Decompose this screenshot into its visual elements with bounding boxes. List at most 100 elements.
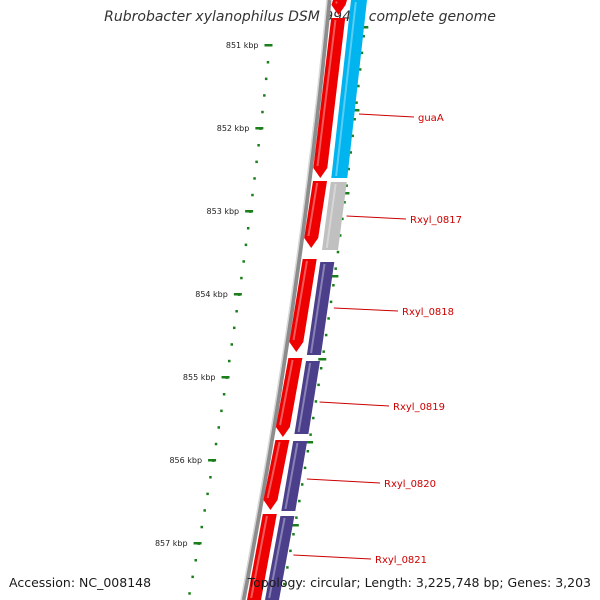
gene-label-leader	[306, 478, 381, 484]
forward-cds-block-shine	[279, 359, 294, 426]
forward-cds-block	[289, 259, 317, 352]
gene-label-leader	[319, 401, 390, 407]
kbp-tick-label: 857 kbp	[155, 539, 188, 548]
minor-tick-dot	[188, 592, 191, 595]
kbp-tick-mark	[193, 542, 202, 545]
minor-tick-dot	[317, 383, 320, 387]
minor-tick-dot	[345, 184, 348, 187]
minor-tick-dot	[263, 94, 266, 97]
kbp-tick-label: 853 kbp	[207, 207, 240, 216]
forward-cds-block-shine	[266, 441, 281, 499]
minor-tick-dot	[214, 442, 218, 446]
kbp-tick-mark	[221, 376, 230, 379]
minor-tick-dot	[334, 267, 337, 270]
minor-tick-dot	[362, 35, 365, 38]
minor-tick-dot	[349, 151, 352, 154]
kbp-tick-mark	[305, 441, 314, 444]
minor-tick-dot	[343, 201, 346, 204]
minor-tick-dot	[246, 227, 250, 230]
minor-tick-dot	[222, 393, 226, 396]
reverse-cds-block-shine	[284, 442, 299, 510]
gene-label-leader	[333, 307, 399, 312]
reverse-cds-block	[294, 361, 320, 434]
reverse-cds-block-shine	[268, 517, 286, 599]
gene-label-leader	[358, 113, 415, 118]
minor-tick-dot	[203, 509, 206, 512]
forward-cds-block	[304, 181, 327, 248]
kbp-tick-mark	[233, 293, 242, 296]
kbp-tick-mark	[208, 459, 217, 462]
gene-label: Rxyl_0819	[393, 402, 445, 413]
gene-label: Rxyl_0820	[384, 479, 436, 490]
minor-tick-dot	[336, 250, 340, 254]
minor-tick-dot	[217, 426, 221, 429]
minor-tick-dot	[353, 118, 356, 121]
minor-tick-dot	[220, 409, 223, 413]
minor-tick-dot	[298, 499, 301, 503]
minor-tick-dot	[209, 476, 212, 479]
minor-tick-dot	[232, 326, 236, 330]
minor-tick-dot	[255, 160, 258, 164]
kbp-tick-label: 855 kbp	[183, 373, 216, 382]
forward-cds-block	[263, 440, 290, 510]
reverse-cds-block-shine	[310, 263, 326, 354]
kbp-tick-label: 854 kbp	[195, 290, 228, 299]
reverse-cds-block-shine	[297, 362, 312, 433]
minor-tick-dot	[303, 466, 307, 470]
kbp-tick-mark	[318, 358, 327, 361]
gene-label-leader	[293, 554, 372, 560]
minor-tick-dot	[309, 433, 312, 436]
kbp-tick-mark	[341, 192, 350, 195]
minor-tick-dot	[240, 276, 243, 280]
minor-tick-dot	[257, 144, 260, 147]
forward-cds-block	[247, 514, 277, 600]
minor-tick-dot	[319, 367, 323, 370]
gene-label: Rxyl_0818	[402, 307, 454, 318]
reverse-cds-guaA	[331, 0, 367, 178]
minor-tick-dot	[332, 284, 335, 287]
kbp-tick-mark	[351, 109, 360, 112]
minor-tick-dot	[194, 559, 197, 562]
gene-label: Rxyl_0817	[410, 215, 462, 226]
reverse-cds-rxyl-0817-shine	[325, 183, 337, 249]
minor-tick-dot	[360, 51, 364, 55]
minor-tick-dot	[357, 84, 360, 88]
minor-tick-dot	[351, 134, 354, 138]
genome-backbone	[240, 0, 332, 600]
minor-tick-dot	[286, 566, 289, 569]
minor-tick-dot	[253, 177, 256, 180]
gene-label: Rxyl_0821	[375, 555, 427, 566]
minor-tick-dot	[264, 77, 268, 81]
gene-labels: guaA Rxyl_0817 Rxyl_0818 Rxyl_0819 Rxyl_0820…	[293, 113, 462, 566]
minor-tick-dot	[358, 68, 362, 71]
minor-tick-dot	[191, 575, 194, 579]
reverse-cds-block	[265, 516, 295, 600]
forward-cds-block	[331, 0, 347, 15]
genome-summary-text: Topology: circular; Length: 3,225,748 bp…	[247, 575, 591, 590]
minor-tick-dot	[329, 300, 333, 304]
minor-tick-dot	[206, 492, 209, 496]
reverse-cds-block	[281, 441, 308, 511]
reverse-cds-rxyl-0817	[322, 182, 347, 250]
forward-cds-block-shine	[316, 19, 337, 167]
minor-tick-dot	[295, 516, 298, 519]
minor-tick-dot	[314, 400, 318, 403]
accession-text: Accession: NC_008148	[9, 575, 152, 590]
minor-tick-dot	[300, 483, 304, 486]
forward-cds-block-shine	[335, 1, 338, 4]
forward-cds-block	[313, 18, 346, 178]
minor-tick-dots	[188, 35, 365, 595]
gene-label: guaA	[418, 113, 444, 124]
reverse-cds-block	[306, 262, 335, 355]
minor-tick-dot	[242, 260, 245, 263]
kbp-tick-label: 856 kbp	[169, 456, 202, 465]
map-title: Rubrobacter xylanophilus DSM 9941, compl…	[104, 9, 496, 25]
minor-tick-dot	[230, 343, 234, 346]
minor-tick-dot	[324, 333, 328, 337]
minor-tick-dot	[292, 533, 295, 536]
minor-tick-dot	[327, 317, 330, 320]
kbp-tick-mark	[360, 26, 369, 29]
minor-tick-dot	[244, 243, 248, 247]
backbone-highlight	[240, 0, 328, 600]
kbp-tick-mark	[255, 127, 264, 130]
